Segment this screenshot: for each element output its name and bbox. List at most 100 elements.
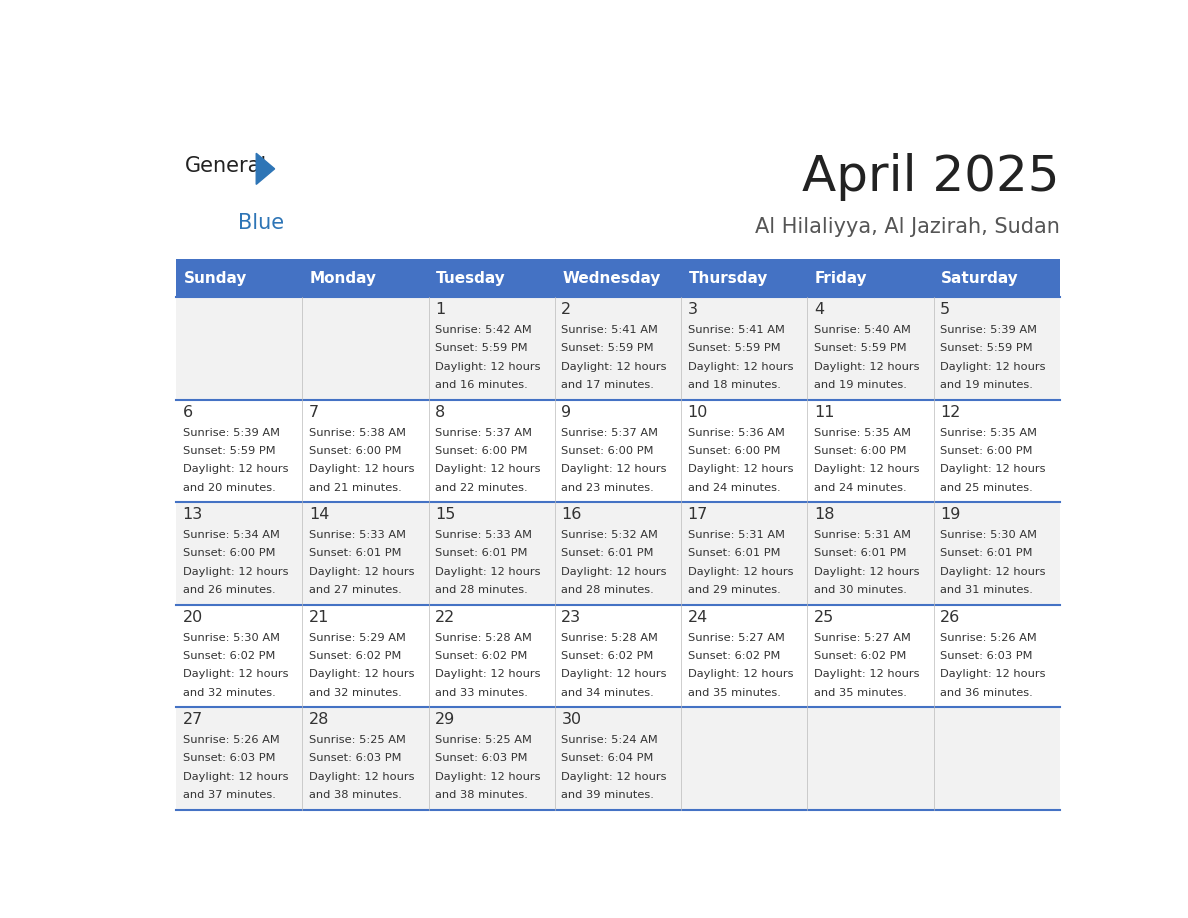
Text: and 33 minutes.: and 33 minutes. xyxy=(435,688,527,698)
Text: Daylight: 12 hours: Daylight: 12 hours xyxy=(309,465,415,475)
Bar xyxy=(176,400,303,502)
Text: and 20 minutes.: and 20 minutes. xyxy=(183,483,276,493)
Text: Sunrise: 5:36 AM: Sunrise: 5:36 AM xyxy=(688,428,784,438)
Text: Daylight: 12 hours: Daylight: 12 hours xyxy=(814,465,920,475)
Text: Saturday: Saturday xyxy=(941,271,1019,285)
Text: and 16 minutes.: and 16 minutes. xyxy=(435,380,527,390)
Text: 21: 21 xyxy=(309,610,329,625)
Text: April 2025: April 2025 xyxy=(802,153,1060,201)
Text: Sunset: 6:01 PM: Sunset: 6:01 PM xyxy=(688,548,781,558)
Text: Sunrise: 5:41 AM: Sunrise: 5:41 AM xyxy=(562,325,658,335)
Bar xyxy=(555,502,681,605)
Text: Sunset: 6:02 PM: Sunset: 6:02 PM xyxy=(435,651,527,661)
Text: Sunset: 6:03 PM: Sunset: 6:03 PM xyxy=(940,651,1032,661)
Text: and 22 minutes.: and 22 minutes. xyxy=(435,483,527,493)
Text: 19: 19 xyxy=(940,508,961,522)
Text: Daylight: 12 hours: Daylight: 12 hours xyxy=(688,566,794,577)
Text: Daylight: 12 hours: Daylight: 12 hours xyxy=(183,465,287,475)
Text: Sunrise: 5:29 AM: Sunrise: 5:29 AM xyxy=(309,633,406,643)
Text: 6: 6 xyxy=(183,405,192,420)
Text: Daylight: 12 hours: Daylight: 12 hours xyxy=(309,566,415,577)
Text: and 28 minutes.: and 28 minutes. xyxy=(435,585,527,595)
Bar xyxy=(176,259,303,297)
Text: Sunrise: 5:33 AM: Sunrise: 5:33 AM xyxy=(435,530,532,540)
Text: 24: 24 xyxy=(688,610,708,625)
Text: Sunset: 6:02 PM: Sunset: 6:02 PM xyxy=(183,651,274,661)
Text: and 19 minutes.: and 19 minutes. xyxy=(814,380,906,390)
Text: and 25 minutes.: and 25 minutes. xyxy=(940,483,1032,493)
Text: Sunrise: 5:32 AM: Sunrise: 5:32 AM xyxy=(562,530,658,540)
Text: and 38 minutes.: and 38 minutes. xyxy=(309,790,402,800)
Text: Sunset: 6:01 PM: Sunset: 6:01 PM xyxy=(309,548,402,558)
Text: 22: 22 xyxy=(435,610,455,625)
Bar xyxy=(934,259,1060,297)
Text: Sunrise: 5:39 AM: Sunrise: 5:39 AM xyxy=(940,325,1037,335)
Text: and 37 minutes.: and 37 minutes. xyxy=(183,790,276,800)
Bar xyxy=(429,259,555,297)
Text: Sunset: 5:59 PM: Sunset: 5:59 PM xyxy=(183,446,276,456)
Text: 23: 23 xyxy=(562,610,581,625)
Text: 20: 20 xyxy=(183,610,203,625)
Text: Wednesday: Wednesday xyxy=(562,271,661,285)
Text: Daylight: 12 hours: Daylight: 12 hours xyxy=(562,669,666,679)
Text: 2: 2 xyxy=(562,302,571,318)
Text: 4: 4 xyxy=(814,302,824,318)
Text: Sunrise: 5:28 AM: Sunrise: 5:28 AM xyxy=(562,633,658,643)
Text: Sunset: 6:00 PM: Sunset: 6:00 PM xyxy=(940,446,1032,456)
Text: Sunset: 6:01 PM: Sunset: 6:01 PM xyxy=(435,548,527,558)
Text: Sunset: 6:02 PM: Sunset: 6:02 PM xyxy=(688,651,781,661)
Bar xyxy=(681,297,808,400)
Text: Sunset: 5:59 PM: Sunset: 5:59 PM xyxy=(814,343,906,353)
Text: 30: 30 xyxy=(562,712,581,727)
Text: Sunset: 6:03 PM: Sunset: 6:03 PM xyxy=(309,754,402,764)
Bar xyxy=(303,708,429,810)
Polygon shape xyxy=(257,153,274,185)
Text: and 34 minutes.: and 34 minutes. xyxy=(562,688,655,698)
Text: and 36 minutes.: and 36 minutes. xyxy=(940,688,1032,698)
Text: 16: 16 xyxy=(562,508,582,522)
Text: and 24 minutes.: and 24 minutes. xyxy=(814,483,906,493)
Text: Sunset: 6:00 PM: Sunset: 6:00 PM xyxy=(688,446,781,456)
Text: Daylight: 12 hours: Daylight: 12 hours xyxy=(940,566,1045,577)
Bar xyxy=(681,400,808,502)
Text: and 27 minutes.: and 27 minutes. xyxy=(309,585,402,595)
Text: Sunset: 6:02 PM: Sunset: 6:02 PM xyxy=(309,651,402,661)
Text: Sunrise: 5:40 AM: Sunrise: 5:40 AM xyxy=(814,325,911,335)
Text: 11: 11 xyxy=(814,405,834,420)
Text: Sunrise: 5:27 AM: Sunrise: 5:27 AM xyxy=(814,633,911,643)
Text: Sunrise: 5:25 AM: Sunrise: 5:25 AM xyxy=(309,735,406,745)
Text: Sunset: 5:59 PM: Sunset: 5:59 PM xyxy=(562,343,653,353)
Text: Sunset: 5:59 PM: Sunset: 5:59 PM xyxy=(688,343,781,353)
Text: Daylight: 12 hours: Daylight: 12 hours xyxy=(562,362,666,372)
Text: and 35 minutes.: and 35 minutes. xyxy=(688,688,781,698)
Bar xyxy=(429,400,555,502)
Text: 3: 3 xyxy=(688,302,697,318)
Text: and 31 minutes.: and 31 minutes. xyxy=(940,585,1034,595)
Text: Sunrise: 5:28 AM: Sunrise: 5:28 AM xyxy=(435,633,532,643)
Bar xyxy=(176,502,303,605)
Text: and 32 minutes.: and 32 minutes. xyxy=(183,688,276,698)
Text: and 24 minutes.: and 24 minutes. xyxy=(688,483,781,493)
Text: Sunrise: 5:31 AM: Sunrise: 5:31 AM xyxy=(688,530,784,540)
Text: Sunrise: 5:30 AM: Sunrise: 5:30 AM xyxy=(183,633,279,643)
Text: Sunset: 6:00 PM: Sunset: 6:00 PM xyxy=(435,446,527,456)
Bar xyxy=(303,502,429,605)
Text: Daylight: 12 hours: Daylight: 12 hours xyxy=(562,566,666,577)
Text: Sunset: 6:00 PM: Sunset: 6:00 PM xyxy=(183,548,276,558)
Text: and 26 minutes.: and 26 minutes. xyxy=(183,585,276,595)
Text: Sunrise: 5:35 AM: Sunrise: 5:35 AM xyxy=(940,428,1037,438)
Text: Tuesday: Tuesday xyxy=(436,271,506,285)
Text: Sunrise: 5:37 AM: Sunrise: 5:37 AM xyxy=(435,428,532,438)
Text: Sunset: 6:03 PM: Sunset: 6:03 PM xyxy=(435,754,527,764)
Bar xyxy=(934,708,1060,810)
Bar xyxy=(555,400,681,502)
Text: and 21 minutes.: and 21 minutes. xyxy=(309,483,402,493)
Text: and 38 minutes.: and 38 minutes. xyxy=(435,790,527,800)
Text: 29: 29 xyxy=(435,712,455,727)
Bar xyxy=(555,259,681,297)
Bar xyxy=(303,297,429,400)
Text: Sunset: 6:04 PM: Sunset: 6:04 PM xyxy=(562,754,653,764)
Bar xyxy=(555,297,681,400)
Text: Sunrise: 5:26 AM: Sunrise: 5:26 AM xyxy=(940,633,1037,643)
Text: Daylight: 12 hours: Daylight: 12 hours xyxy=(940,669,1045,679)
